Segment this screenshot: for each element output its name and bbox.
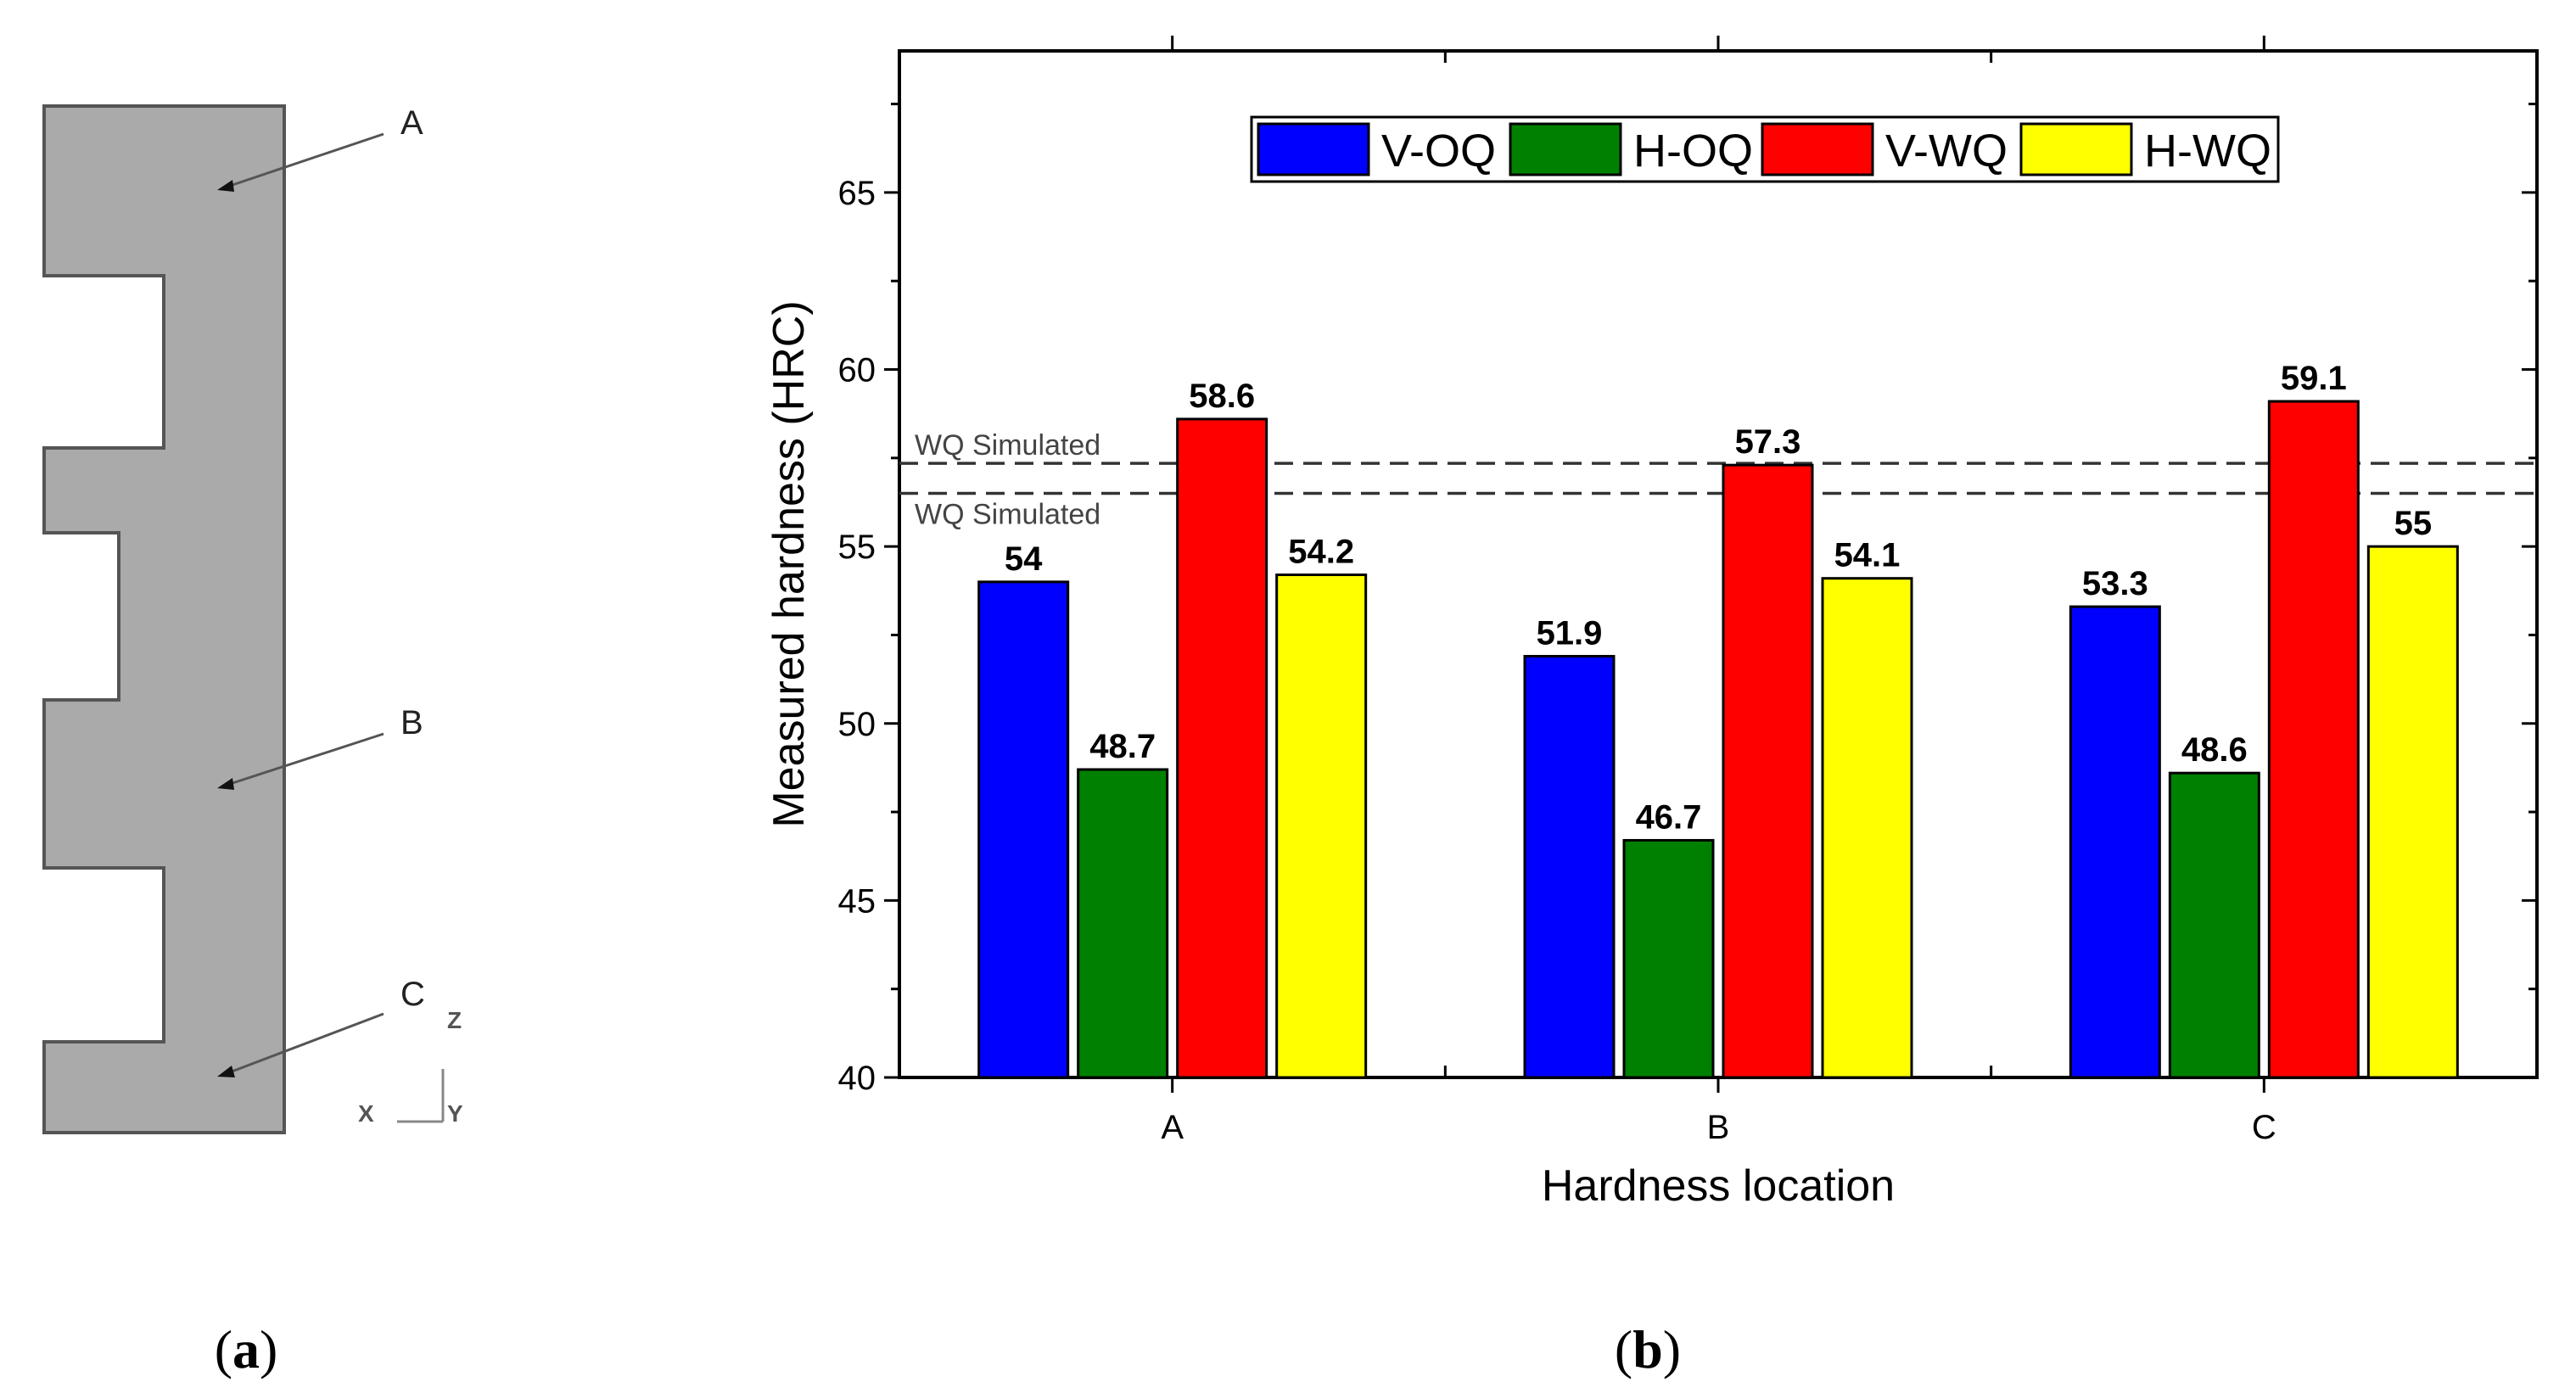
pointer-b-arrowhead: [217, 778, 234, 790]
y-tick-label: 50: [838, 706, 876, 743]
data-label: 57.3: [1735, 423, 1801, 461]
part-diagram: A B C Z X Y: [42, 104, 463, 1134]
diagram-label-c: C: [400, 976, 425, 1013]
caption-b-letter: b: [1632, 1319, 1663, 1379]
bar-v-wq-b: [1722, 463, 1814, 1079]
data-label: 54: [1005, 540, 1043, 578]
bar-h-oq-b: [1622, 838, 1715, 1079]
bar-v-wq-a: [1176, 417, 1268, 1079]
bar-h-wq-b: [1821, 577, 1913, 1079]
data-label: 53.3: [2082, 565, 2148, 602]
pointer-a: [227, 132, 384, 188]
x-tick-label: C: [2252, 1109, 2276, 1146]
y-tick-label: 55: [838, 529, 876, 566]
data-label: 54.1: [1834, 537, 1901, 574]
y-tick-label: 40: [838, 1060, 876, 1097]
caption-b-close: ): [1663, 1319, 1681, 1379]
data-label: 58.6: [1189, 378, 1255, 415]
y-tick-label: 65: [838, 175, 876, 212]
legend-label-v-oq: V-OQ: [1381, 126, 1496, 176]
bar-h-oq-c: [2168, 771, 2260, 1079]
x-axis-title: Hardness location: [1542, 1161, 1895, 1211]
bar-h-oq-a: [1077, 768, 1169, 1079]
reference-label: WQ Simulated: [915, 429, 1100, 462]
legend-label-v-wq: V-WQ: [1885, 126, 2008, 176]
data-label: 59.1: [2281, 360, 2347, 397]
bar-h-wq-a: [1275, 574, 1368, 1079]
legend-swatch-h-oq: [1509, 122, 1622, 176]
triad-x-label: X: [358, 1100, 374, 1127]
y-tick-label: 60: [838, 352, 876, 389]
triad-z-label: Z: [447, 1007, 462, 1033]
caption-b-open: (: [1615, 1319, 1632, 1379]
bar-h-wq-c: [2366, 545, 2459, 1079]
part-cross-section: [42, 104, 286, 1134]
legend-label-h-oq: H-OQ: [1633, 126, 1753, 176]
data-label: 55: [2394, 505, 2433, 542]
legend: V-OQ H-OQ V-WQ H-WQ: [1250, 115, 2280, 183]
legend-swatch-h-wq: [2019, 122, 2133, 176]
triad-y-label: Y: [447, 1100, 463, 1127]
legend-label-h-wq: H-WQ: [2144, 126, 2271, 176]
bar-v-wq-c: [2267, 400, 2360, 1079]
bar-chart: 40 45 50 55 60 65 A B C WQ Simulated WQ Simulated 5…: [764, 36, 2539, 1211]
legend-swatch-v-oq: [1257, 122, 1370, 176]
data-label: 54.2: [1288, 534, 1354, 571]
data-label: 51.9: [1537, 614, 1603, 652]
caption-a-letter: a: [232, 1319, 260, 1379]
pointer-c-arrowhead: [217, 1066, 235, 1077]
legend-swatch-v-wq: [1761, 122, 1874, 176]
bar-v-oq-a: [977, 580, 1070, 1079]
y-tick-label: 45: [838, 882, 876, 920]
x-tick-label: B: [1707, 1109, 1730, 1146]
data-label: 46.7: [1636, 798, 1702, 836]
bar-v-oq-c: [2069, 605, 2161, 1079]
reference-label: WQ Simulated: [915, 499, 1100, 531]
pointer-b: [227, 732, 384, 786]
caption-a-close: ): [260, 1319, 277, 1379]
caption-a: (a): [215, 1319, 278, 1379]
diagram-label-a: A: [400, 104, 423, 142]
data-label: 48.6: [2181, 731, 2248, 769]
diagram-label-b: B: [400, 704, 423, 741]
x-tick-label: A: [1161, 1109, 1184, 1146]
pointer-c: [227, 1012, 384, 1075]
caption-b: (b): [1615, 1319, 1681, 1379]
coordinate-triad: Z X Y: [358, 1007, 463, 1127]
chart-marks: 40 45 50 55 60 65 A B C WQ Simulated WQ Simulated 5…: [838, 36, 2539, 1146]
data-label: 48.7: [1089, 728, 1156, 765]
y-axis-title: Measured hardness (HRC): [764, 300, 814, 827]
bar-v-oq-b: [1523, 654, 1616, 1079]
caption-a-open: (: [215, 1319, 232, 1379]
pointer-a-arrowhead: [217, 180, 234, 192]
